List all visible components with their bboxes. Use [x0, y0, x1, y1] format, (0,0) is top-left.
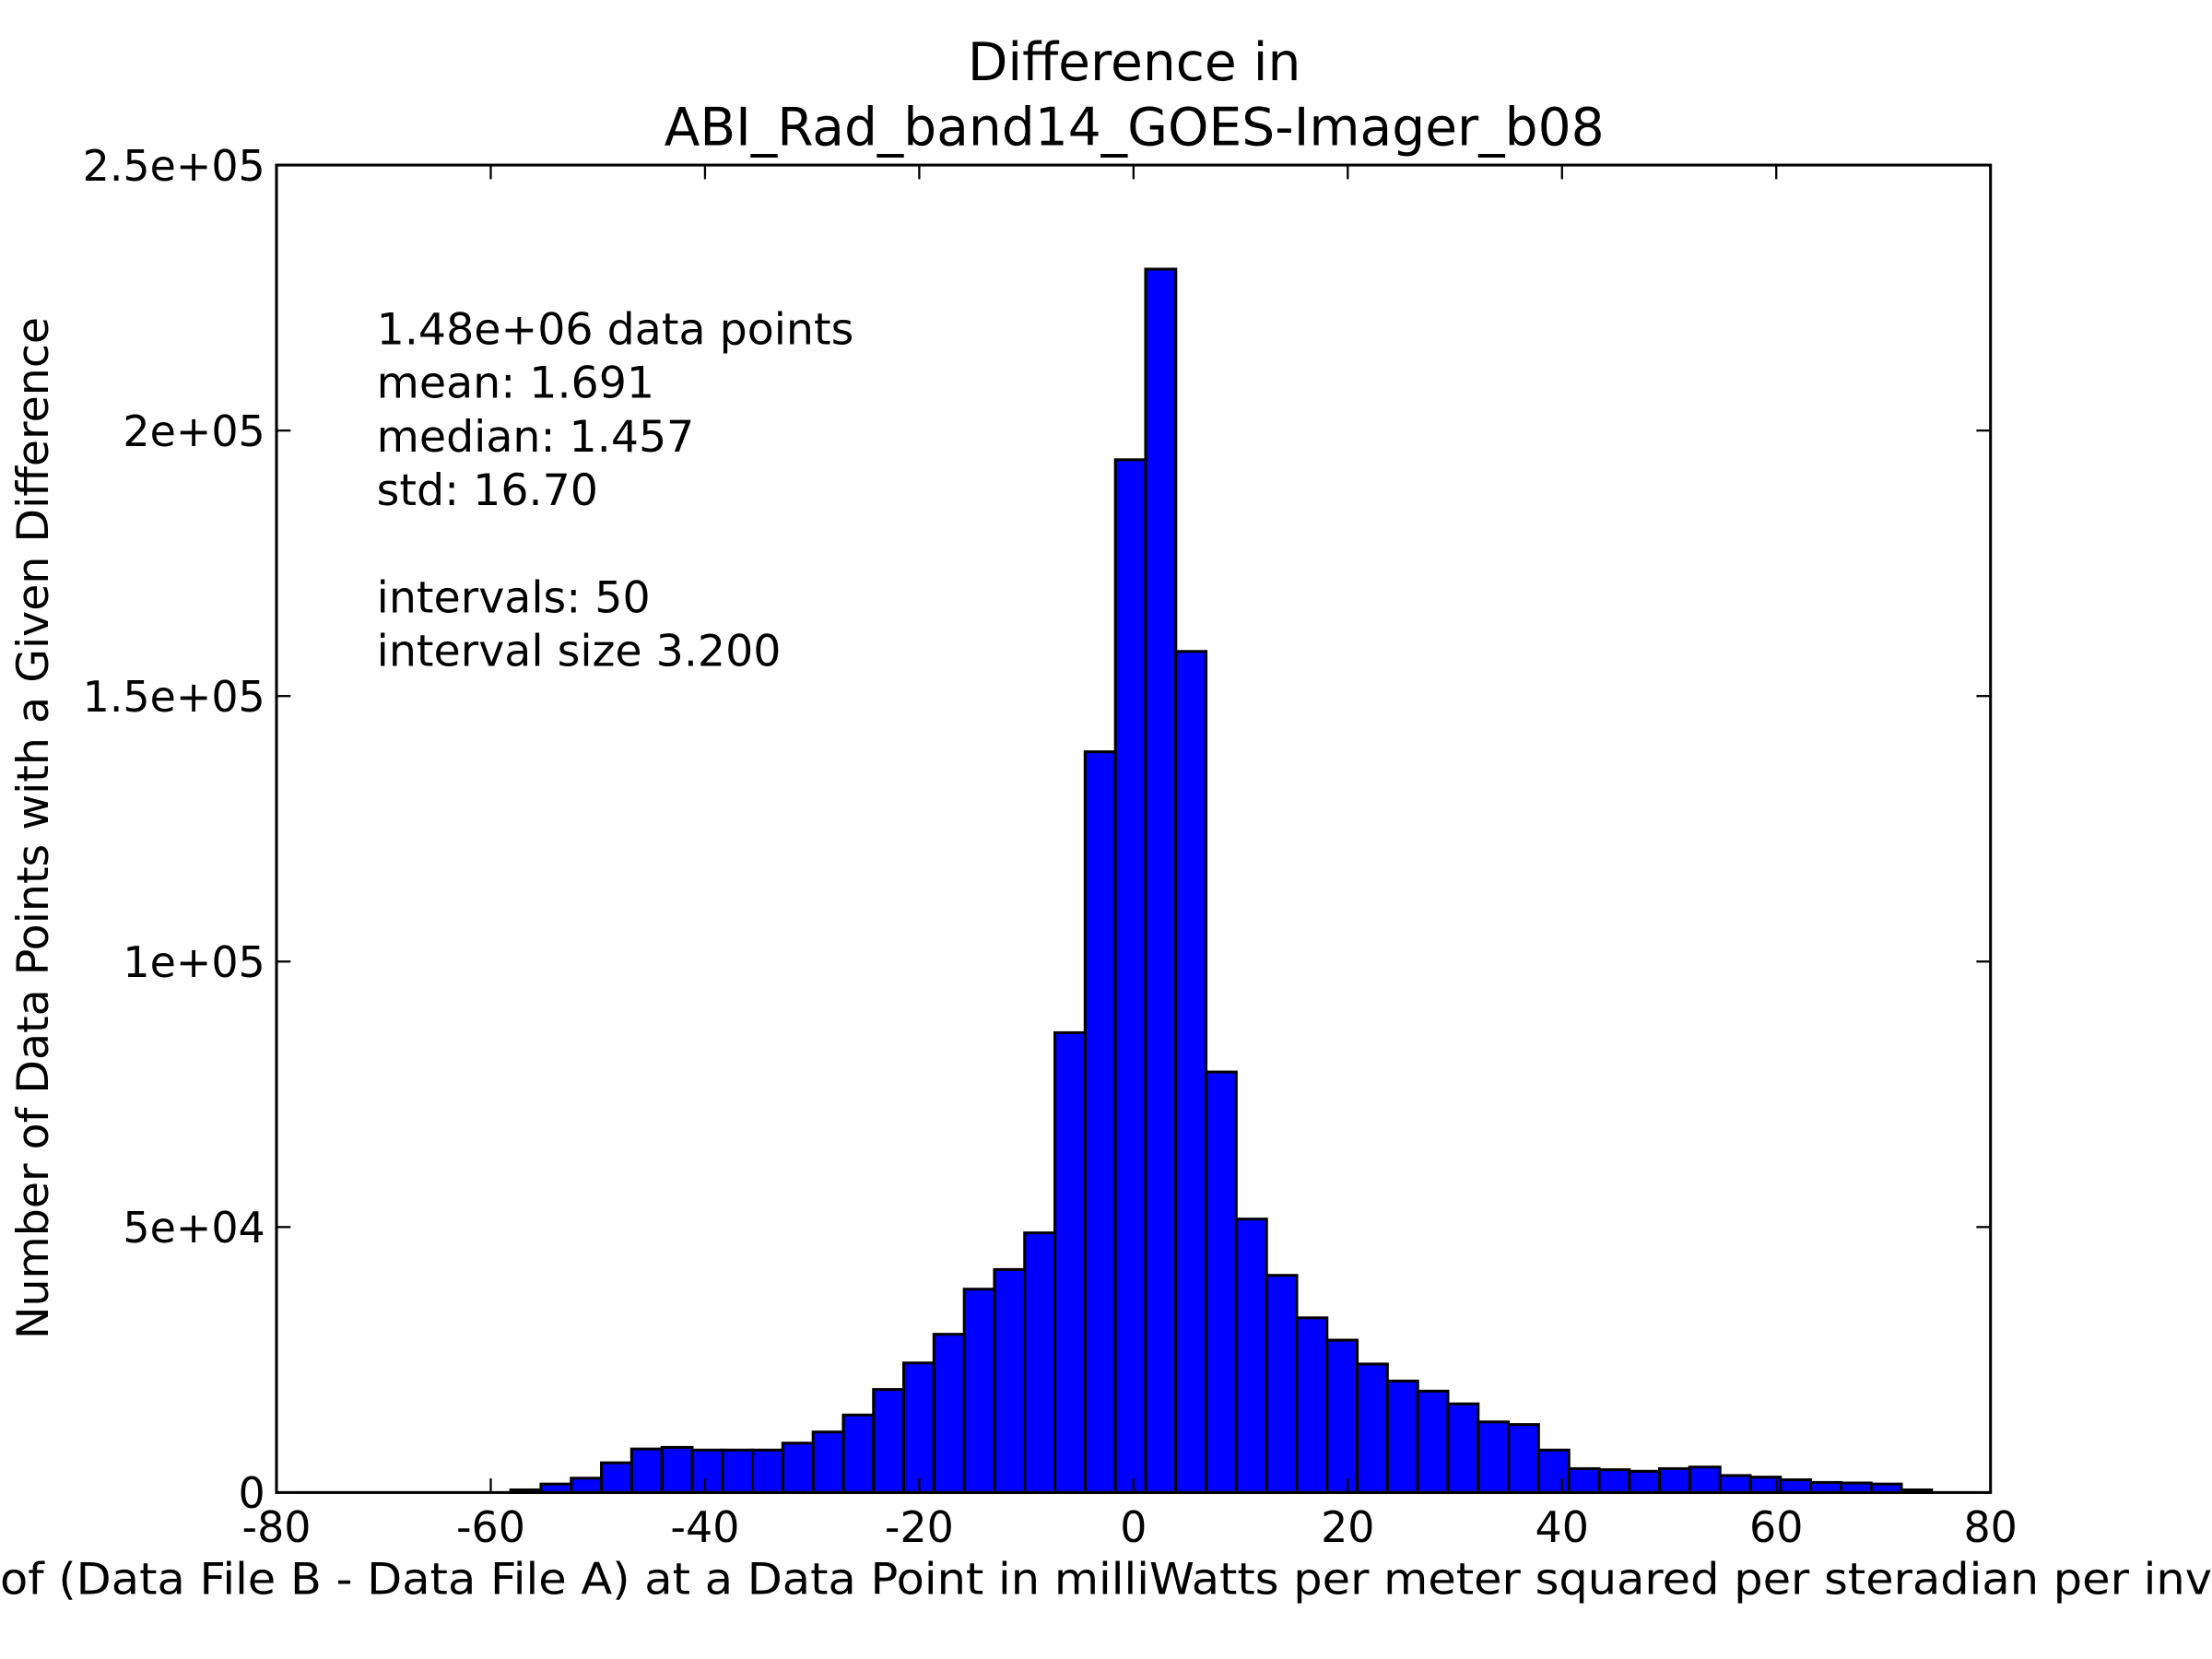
- chart-title: ABI_Rad_band14_GOES-Imager_b08: [665, 98, 1605, 159]
- y-tick-label: 5e+04: [123, 1203, 265, 1253]
- bar: [1083, 750, 1117, 1494]
- bar: [932, 1333, 966, 1494]
- stats-annotation: 1.48e+06 data points: [377, 304, 854, 355]
- bar: [1839, 1481, 1873, 1494]
- bar: [902, 1361, 935, 1494]
- stats-annotation: median: 1.457: [377, 412, 695, 463]
- bar: [1809, 1480, 1842, 1494]
- x-tick-label: -60: [456, 1502, 525, 1552]
- bar: [660, 1445, 694, 1494]
- bar: [1688, 1465, 1722, 1494]
- y-tick-label: 2.5e+05: [83, 141, 265, 191]
- stats-annotation: std: 16.70: [377, 465, 598, 516]
- bar: [1356, 1362, 1389, 1494]
- bar: [993, 1267, 1027, 1494]
- bar: [1658, 1466, 1691, 1494]
- y-tick-label: 1.5e+05: [83, 672, 265, 722]
- y-tick-label: 0: [239, 1468, 265, 1518]
- chart-title: Difference in: [968, 32, 1301, 93]
- bar: [1325, 1338, 1359, 1494]
- x-tick-label: 60: [1749, 1502, 1803, 1552]
- bar: [1416, 1389, 1450, 1494]
- bar: [1567, 1466, 1601, 1494]
- bar: [1113, 458, 1147, 1494]
- bar: [1477, 1420, 1511, 1494]
- plot-area: [509, 267, 1934, 1494]
- x-tick-label: -40: [670, 1502, 739, 1552]
- bar: [750, 1448, 784, 1494]
- bar: [781, 1441, 815, 1494]
- bar: [1234, 1218, 1268, 1494]
- bar: [1265, 1274, 1299, 1494]
- x-tick-label: 40: [1535, 1502, 1589, 1552]
- x-tick-label: 20: [1321, 1502, 1374, 1552]
- bar: [1446, 1402, 1480, 1494]
- x-axis-label: of (Data File B - Data File A) at a Data…: [0, 1555, 2212, 1606]
- bar: [1597, 1468, 1631, 1494]
- x-tick-label: 0: [1120, 1502, 1147, 1552]
- bar: [1295, 1316, 1329, 1494]
- bar: [1023, 1231, 1057, 1494]
- bar: [1718, 1474, 1752, 1494]
- bar: [962, 1288, 996, 1494]
- bar: [1205, 1070, 1238, 1494]
- bar: [629, 1447, 664, 1494]
- bar: [690, 1448, 724, 1494]
- bar: [1536, 1448, 1571, 1494]
- bar: [811, 1430, 845, 1494]
- y-tick-label: 1e+05: [123, 937, 265, 987]
- stats-annotation: interval size 3.200: [377, 626, 782, 677]
- bar: [1053, 1030, 1087, 1494]
- bar: [1385, 1379, 1419, 1494]
- y-axis-label: Number of Data Points with a Given Diffe…: [8, 317, 59, 1339]
- bar: [872, 1388, 906, 1494]
- bar: [841, 1413, 876, 1494]
- bar: [1779, 1478, 1813, 1494]
- stats-annotation: intervals: 50: [377, 572, 651, 623]
- bar: [721, 1448, 755, 1494]
- bar: [1174, 650, 1208, 1494]
- bar: [570, 1477, 604, 1494]
- y-tick-label: 2e+05: [123, 406, 265, 456]
- bar: [599, 1461, 633, 1494]
- bar: [1144, 267, 1178, 1494]
- bar: [1507, 1423, 1540, 1494]
- stats-annotation: mean: 1.691: [377, 359, 654, 409]
- bar: [1628, 1469, 1662, 1494]
- x-tick-label: -80: [242, 1502, 312, 1552]
- x-tick-label: -20: [885, 1502, 954, 1552]
- x-tick-label: 80: [1963, 1502, 2017, 1552]
